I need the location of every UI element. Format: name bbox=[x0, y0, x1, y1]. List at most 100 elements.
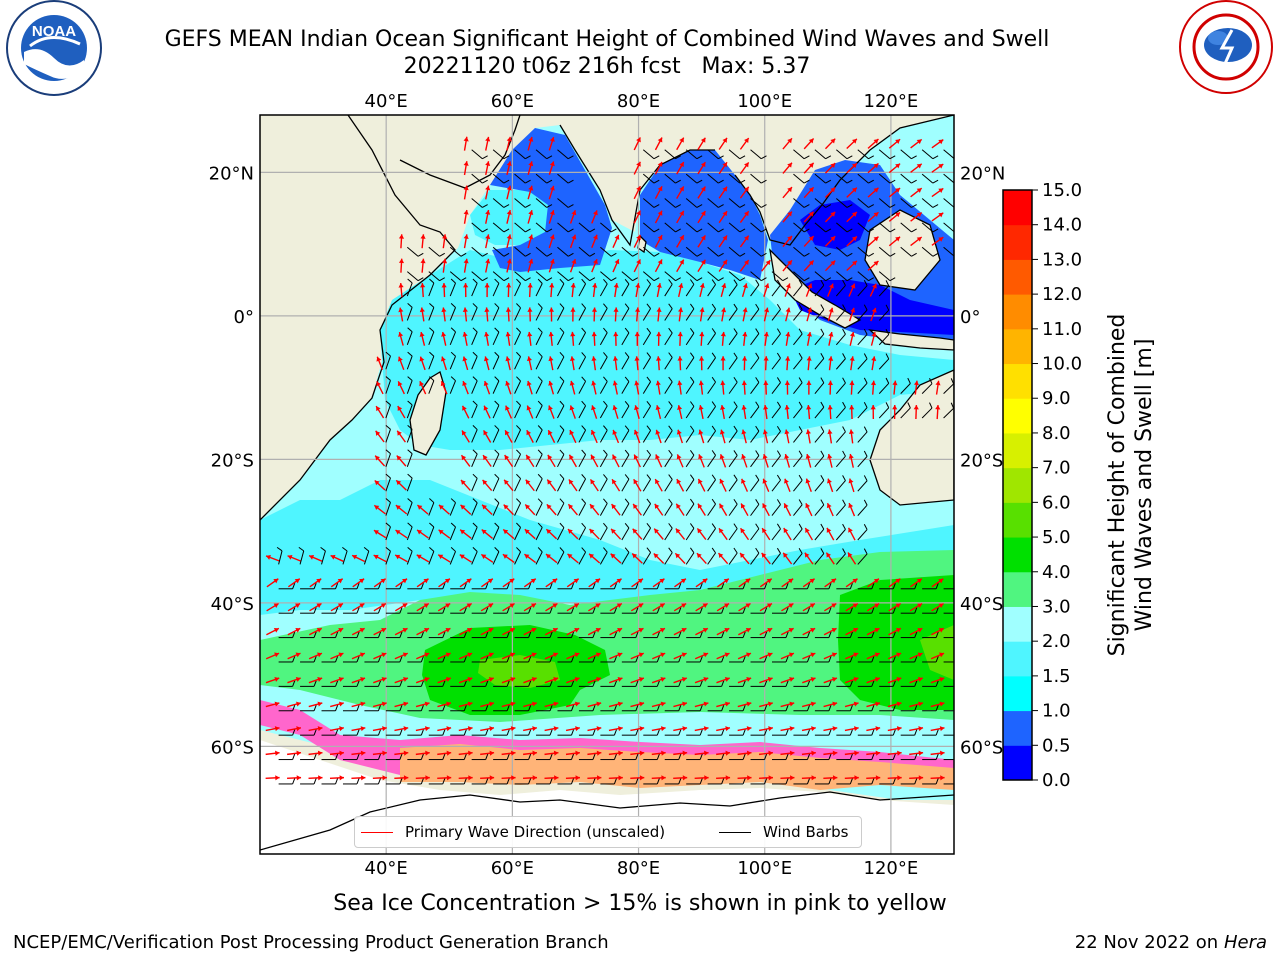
figure-subtitle: 20221120 t06z 216h fcst Max: 5.37 bbox=[403, 54, 811, 79]
antarctica-coast bbox=[260, 791, 954, 851]
legend-wave-label: Primary Wave Direction (unscaled) bbox=[405, 823, 666, 841]
colorbar-tick-label: 10.0 bbox=[1042, 354, 1082, 375]
wave-direction-arrow bbox=[397, 356, 405, 371]
wind-barb bbox=[750, 149, 767, 160]
wind-barb bbox=[492, 271, 510, 282]
wave-direction-arrow bbox=[633, 259, 641, 273]
wind-barb bbox=[771, 425, 781, 443]
wind-barb bbox=[557, 656, 575, 663]
wind-barb bbox=[707, 198, 724, 208]
wave-direction-arrow bbox=[759, 652, 773, 660]
wind-barb bbox=[492, 149, 510, 160]
wind-barb bbox=[643, 680, 660, 687]
axis-ticks: 40°E 40°E 60°E 60°E 80°E 80°E 100°E 100°E 120°E 1… bbox=[209, 91, 1006, 879]
wind-barb bbox=[814, 271, 832, 282]
wind-barb bbox=[664, 425, 673, 443]
wave-direction-arrow bbox=[420, 234, 426, 249]
wave-direction-arrow bbox=[527, 331, 533, 346]
wave-zone-5m-east bbox=[920, 625, 954, 680]
wave-direction-arrow bbox=[845, 627, 859, 636]
wave-direction-arrow bbox=[351, 554, 366, 563]
lon-tick-label-top: 60°E bbox=[491, 91, 534, 112]
wind-barb bbox=[385, 546, 391, 565]
wind-barb bbox=[921, 246, 939, 257]
wind-barb bbox=[664, 271, 681, 282]
wave-direction-arrow bbox=[376, 356, 384, 371]
wave-direction-arrow bbox=[587, 652, 602, 660]
wind-barb bbox=[836, 729, 853, 736]
wind-barb bbox=[750, 450, 760, 468]
wave-direction-arrow bbox=[608, 701, 623, 708]
wind-barb bbox=[406, 351, 413, 370]
wave-direction-arrow bbox=[785, 356, 791, 371]
wave-direction-arrow bbox=[780, 677, 795, 684]
wave-direction-arrow bbox=[718, 235, 728, 248]
wave-direction-arrow bbox=[265, 726, 280, 732]
wind-barb bbox=[578, 547, 587, 565]
wave-direction-arrow bbox=[780, 627, 794, 636]
wind-barb bbox=[664, 547, 673, 565]
colorbar-segment bbox=[1003, 467, 1032, 503]
wind-barb bbox=[557, 680, 575, 687]
wave-direction-arrow bbox=[587, 677, 602, 684]
wind-barb bbox=[407, 246, 424, 257]
wind-barb bbox=[300, 583, 317, 590]
wave-direction-arrow bbox=[784, 478, 791, 492]
wave-direction-arrow bbox=[612, 454, 620, 468]
wind-barb bbox=[578, 631, 596, 639]
wind-barb bbox=[900, 753, 918, 761]
wave-direction-arrow bbox=[931, 627, 945, 636]
wind-barb bbox=[900, 656, 918, 663]
wave-direction-arrow bbox=[871, 356, 877, 371]
wind-barb bbox=[900, 583, 918, 590]
wind-barb bbox=[707, 523, 716, 541]
wind-barb bbox=[514, 351, 522, 370]
wave-direction-arrow bbox=[930, 652, 945, 660]
wave-direction-arrow bbox=[330, 701, 344, 708]
wind-barb bbox=[771, 499, 781, 516]
wind-barb bbox=[471, 607, 489, 614]
wind-barb bbox=[599, 425, 608, 443]
figure-title: GEFS MEAN Indian Ocean Significant Heigh… bbox=[164, 27, 1050, 52]
wind-barb bbox=[492, 376, 500, 394]
wave-direction-arrow bbox=[458, 701, 473, 708]
wave-direction-arrow bbox=[527, 234, 534, 249]
wind-barb bbox=[836, 246, 853, 257]
wind-barb bbox=[578, 729, 596, 736]
wind-barb bbox=[900, 778, 918, 785]
wave-direction-arrow bbox=[694, 726, 709, 732]
wave-direction-arrow bbox=[484, 307, 490, 322]
wave-direction-arrow bbox=[485, 161, 491, 176]
wind-barb bbox=[407, 778, 424, 785]
wind-barb bbox=[535, 222, 553, 233]
wind-barb bbox=[750, 753, 768, 761]
wave-direction-arrow bbox=[698, 429, 705, 444]
wind-barb bbox=[449, 246, 467, 257]
sea-ice-inner bbox=[400, 744, 954, 790]
wind-barb bbox=[407, 753, 424, 761]
wind-barb bbox=[492, 198, 510, 208]
wind-barb bbox=[900, 402, 911, 419]
wave-direction-arrow bbox=[501, 775, 516, 781]
colorbar-tick-label: 13.0 bbox=[1042, 249, 1082, 270]
wind-barb bbox=[406, 424, 413, 443]
wave-direction-arrow bbox=[505, 307, 511, 322]
wind-barb bbox=[578, 753, 596, 761]
wave-direction-arrow bbox=[845, 602, 859, 612]
wave-direction-arrow bbox=[612, 234, 620, 248]
wave-direction-arrow bbox=[523, 726, 538, 732]
wave-direction-arrow bbox=[462, 331, 468, 346]
wind-barb bbox=[686, 778, 703, 785]
wind-barb bbox=[642, 246, 660, 257]
wind-barb bbox=[878, 173, 896, 184]
wave-direction-arrow bbox=[265, 652, 280, 660]
wave-direction-arrow bbox=[824, 235, 836, 247]
wave-direction-arrow bbox=[697, 186, 706, 199]
wave-direction-arrow bbox=[674, 578, 687, 588]
wind-barb bbox=[514, 522, 522, 541]
wind-barb bbox=[385, 449, 391, 467]
wind-barb bbox=[449, 303, 456, 321]
wave-direction-arrow bbox=[716, 726, 731, 732]
wave-direction-arrow bbox=[931, 602, 944, 612]
colorbar-segment bbox=[1003, 537, 1032, 573]
